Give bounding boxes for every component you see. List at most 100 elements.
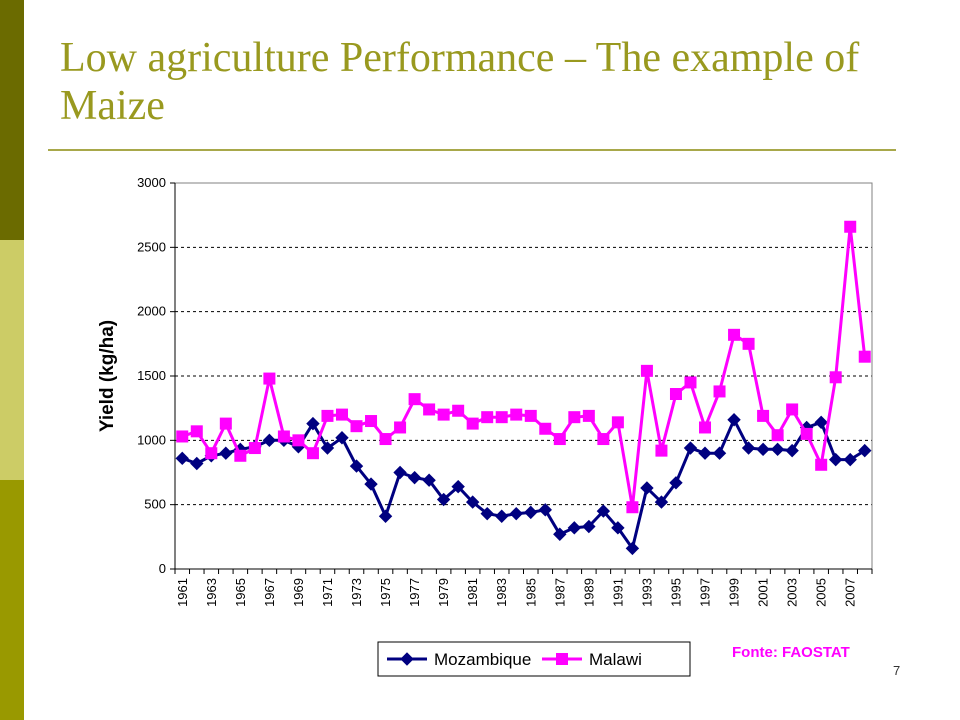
x-tick-label: 1999 xyxy=(727,578,742,607)
data-point xyxy=(524,409,537,422)
x-tick-label: 1987 xyxy=(552,578,567,607)
data-point xyxy=(335,431,349,445)
data-point xyxy=(843,452,857,467)
data-point xyxy=(176,430,189,443)
data-point xyxy=(524,505,538,520)
data-point xyxy=(684,376,697,389)
data-point xyxy=(553,527,567,541)
data-point xyxy=(335,408,348,421)
data-point xyxy=(394,421,407,434)
data-point xyxy=(655,444,668,457)
data-point xyxy=(582,519,596,534)
x-tick-label: 1989 xyxy=(581,578,596,607)
data-point xyxy=(567,521,582,535)
grid-lines xyxy=(175,182,872,506)
data-point xyxy=(436,492,451,507)
x-tick-label: 1991 xyxy=(610,578,625,607)
x-tick-label: 1971 xyxy=(320,578,335,607)
data-point xyxy=(814,415,828,430)
page-number: 7 xyxy=(893,663,901,678)
x-tick-label: 1975 xyxy=(378,578,393,607)
data-point xyxy=(829,371,842,384)
data-point xyxy=(451,479,465,494)
data-point xyxy=(219,417,232,430)
data-point xyxy=(538,503,552,517)
data-point xyxy=(757,409,770,422)
x-tick-label: 1973 xyxy=(349,578,364,607)
y-tick-label: 1000 xyxy=(137,432,166,447)
data-point xyxy=(828,452,843,467)
y-tick-label: 3000 xyxy=(137,175,166,190)
data-point xyxy=(408,393,421,406)
x-tick-labels: 1961 1963 1965 1967 1969 1971 1973 1975 1977 1979… xyxy=(175,578,858,607)
data-point xyxy=(364,477,378,491)
data-point xyxy=(509,506,523,521)
side-bar-bottom xyxy=(0,480,24,720)
data-point xyxy=(190,425,203,438)
x-tick-label: 1981 xyxy=(465,578,480,607)
side-bar-top xyxy=(0,0,24,240)
data-point xyxy=(640,481,654,495)
data-point xyxy=(480,506,494,521)
data-point xyxy=(771,429,784,442)
data-point xyxy=(248,442,261,455)
data-point xyxy=(379,433,392,446)
data-point xyxy=(786,403,799,416)
data-point xyxy=(277,430,290,443)
y-tick-label: 0 xyxy=(159,561,166,576)
series-malawi xyxy=(176,220,871,514)
data-point xyxy=(844,220,857,233)
data-point xyxy=(452,404,465,417)
data-point xyxy=(321,409,334,422)
data-point xyxy=(393,465,407,480)
x-tick-label: 2005 xyxy=(814,578,829,607)
x-tick-label: 2003 xyxy=(785,578,800,607)
data-point xyxy=(219,446,233,460)
title-divider xyxy=(48,149,896,151)
side-bar-middle xyxy=(0,240,24,480)
legend-box xyxy=(377,641,691,677)
y-tick-label: 2500 xyxy=(137,239,166,254)
legend-marker xyxy=(556,653,568,665)
legend-label: Malawi xyxy=(589,650,642,669)
data-point xyxy=(597,433,610,446)
data-point xyxy=(669,476,683,490)
x-tick-label: 1963 xyxy=(204,578,219,607)
x-tick-label: 1983 xyxy=(494,578,509,607)
x-tick-label: 1985 xyxy=(523,578,538,607)
source-note: Fonte: FAOSTAT xyxy=(732,644,850,661)
data-point xyxy=(756,442,770,457)
data-point xyxy=(422,473,436,487)
data-point xyxy=(713,385,726,398)
data-point xyxy=(407,470,422,485)
x-tick-label: 2007 xyxy=(843,578,858,607)
legend-marker xyxy=(400,652,414,666)
data-point xyxy=(741,441,756,455)
y-axis-label: Yield (kg/ha) xyxy=(97,320,118,432)
data-point xyxy=(365,415,378,428)
data-point xyxy=(378,509,393,523)
x-tick-label: 2001 xyxy=(756,578,771,607)
data-point xyxy=(800,427,813,440)
data-point xyxy=(495,509,509,523)
data-point xyxy=(263,372,276,385)
series-mozambique xyxy=(175,413,872,556)
x-tick-label: 1977 xyxy=(407,578,422,607)
x-tick-label: 1979 xyxy=(436,578,451,607)
data-point xyxy=(349,459,364,473)
y-tick-label: 2000 xyxy=(137,304,166,319)
data-point xyxy=(728,328,741,341)
data-point xyxy=(175,451,189,466)
data-point xyxy=(858,443,872,458)
data-point xyxy=(669,388,682,401)
data-point xyxy=(699,421,712,434)
data-point xyxy=(495,411,508,424)
data-point xyxy=(626,501,639,514)
data-point xyxy=(683,441,698,455)
data-point xyxy=(611,521,625,535)
slide-title: Low agriculture Performance – The exampl… xyxy=(60,35,860,129)
data-point xyxy=(306,416,320,431)
data-point xyxy=(190,456,204,471)
data-point xyxy=(596,504,611,518)
